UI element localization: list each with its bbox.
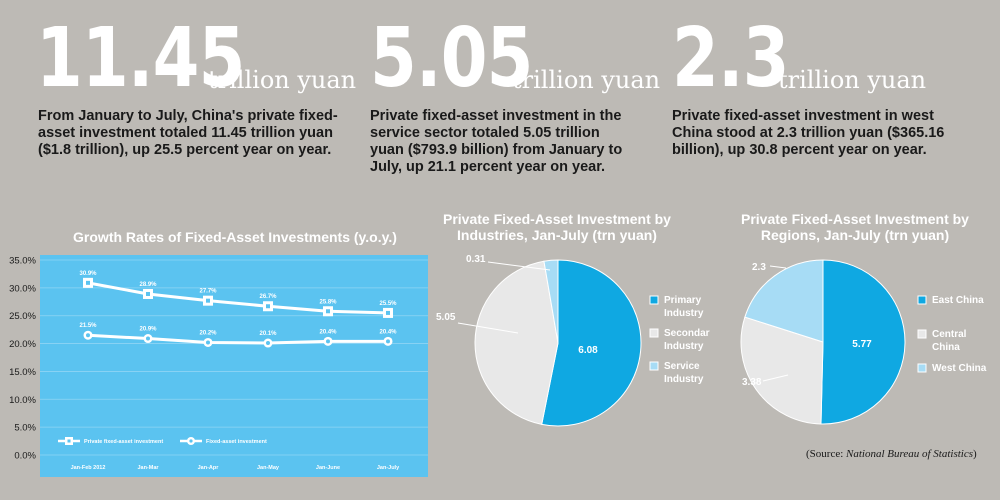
x-tick-label: Jan-Feb 2012 bbox=[71, 465, 106, 471]
data-label: 25.8% bbox=[319, 299, 337, 305]
data-point-inner bbox=[326, 309, 330, 314]
y-tick-label: 25.0% bbox=[9, 311, 36, 322]
stat-number: 2.3 bbox=[672, 11, 789, 106]
x-tick-label: Jan-June bbox=[316, 465, 340, 471]
data-label: 30.9% bbox=[79, 271, 97, 277]
legend-label: Service bbox=[664, 361, 700, 372]
data-label: 28.9% bbox=[139, 282, 157, 288]
data-point-inner bbox=[206, 298, 210, 303]
region-pie-value-label: 5.77 bbox=[852, 339, 872, 350]
stat-unit: trillion yuan bbox=[512, 66, 661, 94]
y-tick-label: 35.0% bbox=[9, 256, 36, 267]
stat-description: Private fixed-asset investment in west C… bbox=[672, 108, 945, 158]
data-point-inner bbox=[86, 280, 90, 285]
industry-pie-chart: 6.08 5.05 0.31 Primary Industry Secondary Indu… bbox=[436, 254, 710, 427]
line-chart-title: Growth Rates of Fixed-Asset Investments … bbox=[73, 229, 397, 245]
y-tick-label: 30.0% bbox=[9, 283, 36, 294]
data-label: 20.4% bbox=[379, 329, 397, 335]
y-tick-label: 5.0% bbox=[14, 423, 36, 434]
region-pie-value-label: 3.38 bbox=[742, 377, 762, 388]
region-pie-slice bbox=[740, 316, 824, 425]
industry-pie-value-label: 0.31 bbox=[466, 254, 486, 265]
stat-number: 11.45 bbox=[36, 11, 245, 106]
region-pie-value-label: 2.3 bbox=[752, 262, 766, 273]
source-name: National Bureau of Statistics bbox=[846, 448, 974, 460]
data-label: 20.4% bbox=[319, 329, 337, 335]
leader-line bbox=[769, 265, 787, 269]
stat-description: From January to July, China's private fi… bbox=[38, 108, 338, 158]
data-point-inner bbox=[266, 304, 270, 309]
y-tick-label: 10.0% bbox=[9, 395, 36, 406]
x-tick-label: Jan-Mar bbox=[137, 465, 159, 471]
data-label: 20.9% bbox=[139, 327, 157, 333]
legend-swatch bbox=[649, 295, 659, 305]
legend-label: Industry bbox=[664, 374, 704, 385]
data-point-inner bbox=[206, 340, 210, 345]
region-pie-slice bbox=[820, 259, 906, 425]
region-pie-chart: 5.77 3.38 2.3 East China Central China West Ch… bbox=[740, 259, 987, 425]
series-line bbox=[87, 281, 389, 315]
source-note: (Source: National Bureau of Statistics) bbox=[806, 448, 977, 460]
data-point-inner bbox=[386, 310, 390, 315]
legend-label: Fixed-asset investment bbox=[206, 439, 267, 445]
data-point-inner bbox=[146, 336, 150, 341]
legend-swatch bbox=[917, 363, 927, 373]
stat-unit: trillion yuan bbox=[778, 66, 927, 94]
industry-pie-title: Private Fixed-Asset Investment by Indust… bbox=[443, 211, 671, 243]
data-point-inner bbox=[146, 291, 150, 296]
x-tick-label: Jan-May bbox=[257, 465, 280, 471]
data-point-inner bbox=[326, 339, 330, 344]
leader-line bbox=[762, 374, 789, 382]
industry-pie-slice bbox=[541, 259, 642, 427]
legend-label: Central bbox=[932, 329, 967, 340]
plot-area bbox=[40, 255, 428, 477]
y-tick-label: 0.0% bbox=[14, 451, 36, 462]
data-label: 20.1% bbox=[259, 331, 277, 337]
x-tick-label: Jan-Apr bbox=[198, 465, 220, 471]
industry-pie-slice bbox=[543, 259, 559, 344]
legend-marker-inner bbox=[189, 439, 193, 443]
legend-label: West China bbox=[932, 363, 987, 374]
legend-swatch bbox=[649, 328, 659, 338]
data-label: 26.7% bbox=[259, 294, 277, 300]
data-point-inner bbox=[386, 339, 390, 344]
legend-swatch bbox=[649, 361, 659, 371]
data-label: 27.7% bbox=[199, 289, 217, 295]
industry-pie-slice bbox=[474, 260, 559, 425]
source-prefix: (Source: bbox=[806, 448, 847, 460]
legend-label: Industry bbox=[664, 308, 704, 319]
stat-west-china: 2.3 trillion yuan bbox=[672, 11, 926, 106]
stat-description: Private fixed-asset investment in the se… bbox=[370, 108, 623, 175]
data-label: 20.2% bbox=[199, 330, 217, 336]
y-tick-label: 15.0% bbox=[9, 367, 36, 378]
data-label: 21.5% bbox=[79, 323, 97, 329]
source-suffix: ) bbox=[973, 448, 977, 460]
region-pie-title: Private Fixed-Asset Investment by Region… bbox=[741, 211, 969, 243]
stat-service-sector: 5.05 trillion yuan bbox=[370, 11, 660, 106]
line-chart: 0.0% 5.0% 10.0% 15.0% 20.0% 25.0% 30.0% 35.0% Ja… bbox=[9, 255, 428, 477]
legend-swatch bbox=[917, 329, 927, 339]
x-tick-label: Jan-July bbox=[377, 465, 400, 471]
stat-unit: trillion yuan bbox=[208, 66, 357, 94]
series-line bbox=[87, 333, 388, 345]
industry-pie-value-label: 5.05 bbox=[436, 312, 456, 323]
data-point-inner bbox=[266, 341, 270, 346]
data-label: 25.5% bbox=[379, 301, 397, 307]
legend-label: China bbox=[932, 342, 960, 353]
legend-swatch bbox=[917, 295, 927, 305]
industry-pie-value-label: 6.08 bbox=[578, 345, 598, 356]
y-tick-label: 20.0% bbox=[9, 339, 36, 350]
legend-label: Secondary bbox=[664, 328, 710, 339]
legend-label: Private fixed-asset investment bbox=[84, 439, 163, 445]
stat-private-investment: 11.45 trillion yuan bbox=[36, 11, 356, 106]
leader-line bbox=[457, 322, 519, 334]
data-point-inner bbox=[86, 333, 90, 338]
legend-label: East China bbox=[932, 295, 984, 306]
leader-line bbox=[487, 261, 551, 271]
legend-label: Industry bbox=[664, 341, 704, 352]
legend-label: Primary bbox=[664, 295, 702, 306]
region-pie-slice bbox=[744, 259, 824, 343]
legend-marker-inner bbox=[67, 439, 71, 443]
stat-number: 5.05 bbox=[370, 11, 533, 106]
